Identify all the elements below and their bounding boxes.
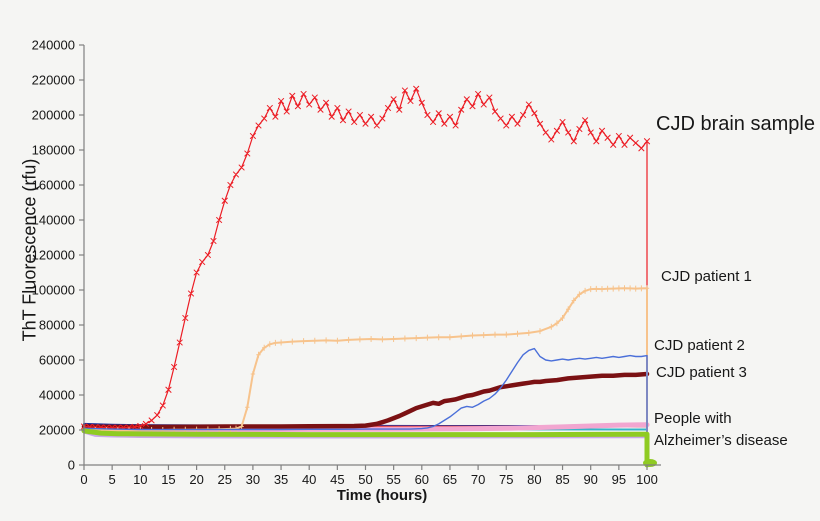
- y-tick-label: 20000: [39, 423, 75, 438]
- x-tick-label: 25: [218, 472, 232, 487]
- x-tick-label: 35: [274, 472, 288, 487]
- x-tick-label: 45: [330, 472, 344, 487]
- x-axis-title: Time (hours): [336, 487, 428, 504]
- y-tick-label: 80000: [39, 318, 75, 333]
- x-tick-label: 10: [133, 472, 147, 487]
- annotation-cjd-patient-1: CJD patient 1: [661, 268, 752, 285]
- annotation-cjd-patient-2: CJD patient 2: [654, 337, 745, 354]
- x-tick-label: 50: [358, 472, 372, 487]
- series-line-people-with-alzheimer-s-disease-lavender: [83, 431, 648, 439]
- y-tick-label: 240000: [32, 38, 75, 53]
- annotation-cjd-patient-3: CJD patient 3: [656, 364, 747, 381]
- y-tick-label: 0: [68, 458, 75, 473]
- x-tick-label: 95: [612, 472, 626, 487]
- x-tick-label: 0: [80, 472, 87, 487]
- annotation-cjd-brain-sample: CJD brain sample: [656, 113, 815, 135]
- series-line-people-with-alzheimer-s-disease-green: [81, 428, 650, 468]
- x-tick-label: 30: [246, 472, 260, 487]
- x-tick-label: 85: [555, 472, 569, 487]
- y-tick-label: 200000: [32, 108, 75, 123]
- y-tick-label: 100000: [32, 283, 75, 298]
- x-tick-label: 70: [471, 472, 485, 487]
- y-tick-label: 220000: [32, 73, 75, 88]
- y-tick-label: 180000: [32, 143, 75, 158]
- series-line-cjd-brain-sample: [83, 88, 648, 466]
- x-tick-label: 5: [109, 472, 116, 487]
- x-tick-label: 75: [499, 472, 513, 487]
- y-tick-label: 40000: [39, 388, 75, 403]
- annotation-alzheimers-disease: People with Alzheimer’s disease: [654, 410, 788, 449]
- series-end-marker-people-with-alzheimer-s-disease-green: [643, 459, 657, 467]
- x-tick-label: 55: [386, 472, 400, 487]
- y-tick-label: 120000: [32, 248, 75, 263]
- x-tick-label: 100: [636, 472, 658, 487]
- x-tick-label: 90: [583, 472, 597, 487]
- x-tick-label: 20: [189, 472, 203, 487]
- y-tick-label: 60000: [39, 353, 75, 368]
- series-line-cjd-patient-2: [83, 347, 648, 466]
- y-tick-label: 140000: [32, 213, 75, 228]
- x-tick-label: 40: [302, 472, 316, 487]
- x-tick-label: 60: [415, 472, 429, 487]
- y-axis-title: ThT Fluorescence (rfu): [19, 158, 40, 342]
- y-tick-label: 160000: [32, 178, 75, 193]
- x-tick-label: 65: [443, 472, 457, 487]
- x-tick-label: 80: [527, 472, 541, 487]
- series-line-cjd-patient-3: [81, 371, 650, 430]
- x-tick-label: 15: [161, 472, 175, 487]
